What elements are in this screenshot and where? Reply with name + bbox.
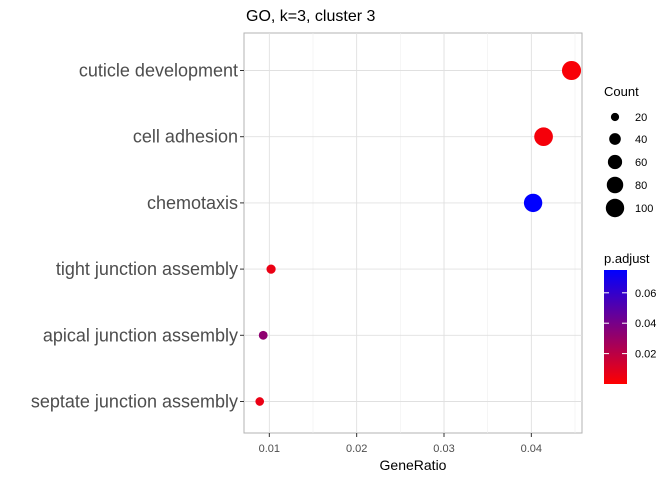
x-axis: 0.01 0.02 0.03 0.04: [259, 433, 542, 455]
chart-title: GO, k=3, cluster 3: [246, 8, 375, 25]
size-legend-label: 60: [635, 157, 647, 169]
color-tick-label: 0.04: [635, 318, 656, 330]
x-axis-title: GeneRatio: [380, 457, 447, 473]
data-point: [561, 60, 582, 81]
x-tick-label: 0.03: [433, 443, 454, 455]
color-legend-title: p.adjust: [604, 251, 650, 266]
x-tick-label: 0.01: [259, 443, 280, 455]
size-legend-dot: [610, 112, 620, 122]
x-tick-label: 0.02: [346, 443, 367, 455]
data-point: [258, 330, 268, 340]
color-tick-label: 0.06: [635, 288, 656, 300]
color-bar: [604, 270, 627, 384]
data-point: [266, 264, 276, 274]
size-legend-dot: [606, 176, 624, 194]
size-legend-dot: [607, 154, 623, 170]
color-legend: p.adjust 0.02 0.04 0.06: [604, 251, 656, 384]
data-points: [255, 60, 582, 406]
y-category-label: cuticle development: [79, 61, 238, 81]
plot-panel: [243, 32, 583, 434]
data-point: [255, 397, 265, 406]
size-legend-dot: [609, 133, 621, 145]
color-tick-label: 0.02: [635, 349, 656, 361]
y-category-label: tight junction assembly: [56, 259, 238, 279]
data-point: [523, 193, 543, 213]
size-legend-title: Count: [604, 84, 639, 99]
size-legend-label: 80: [635, 180, 647, 192]
y-category-label: apical junction assembly: [43, 325, 238, 345]
y-category-label: chemotaxis: [147, 193, 238, 213]
size-legend: Count 20 40 60 80 100: [604, 84, 653, 218]
y-category-label: cell adhesion: [133, 127, 238, 147]
color-legend-ticks: 0.02 0.04 0.06: [604, 288, 656, 361]
size-legend-label: 40: [635, 134, 647, 146]
size-legend-dot: [605, 198, 625, 218]
grid-lines: [244, 33, 582, 433]
size-legend-label: 20: [635, 112, 647, 124]
x-tick-label: 0.04: [521, 443, 542, 455]
y-axis: cuticle development cell adhesion chemotax…: [31, 61, 244, 412]
y-category-label: septate junction assembly: [31, 392, 238, 412]
size-legend-items: 20 40 60 80 100: [605, 112, 653, 218]
size-legend-label: 100: [635, 203, 653, 215]
data-point: [534, 127, 553, 147]
